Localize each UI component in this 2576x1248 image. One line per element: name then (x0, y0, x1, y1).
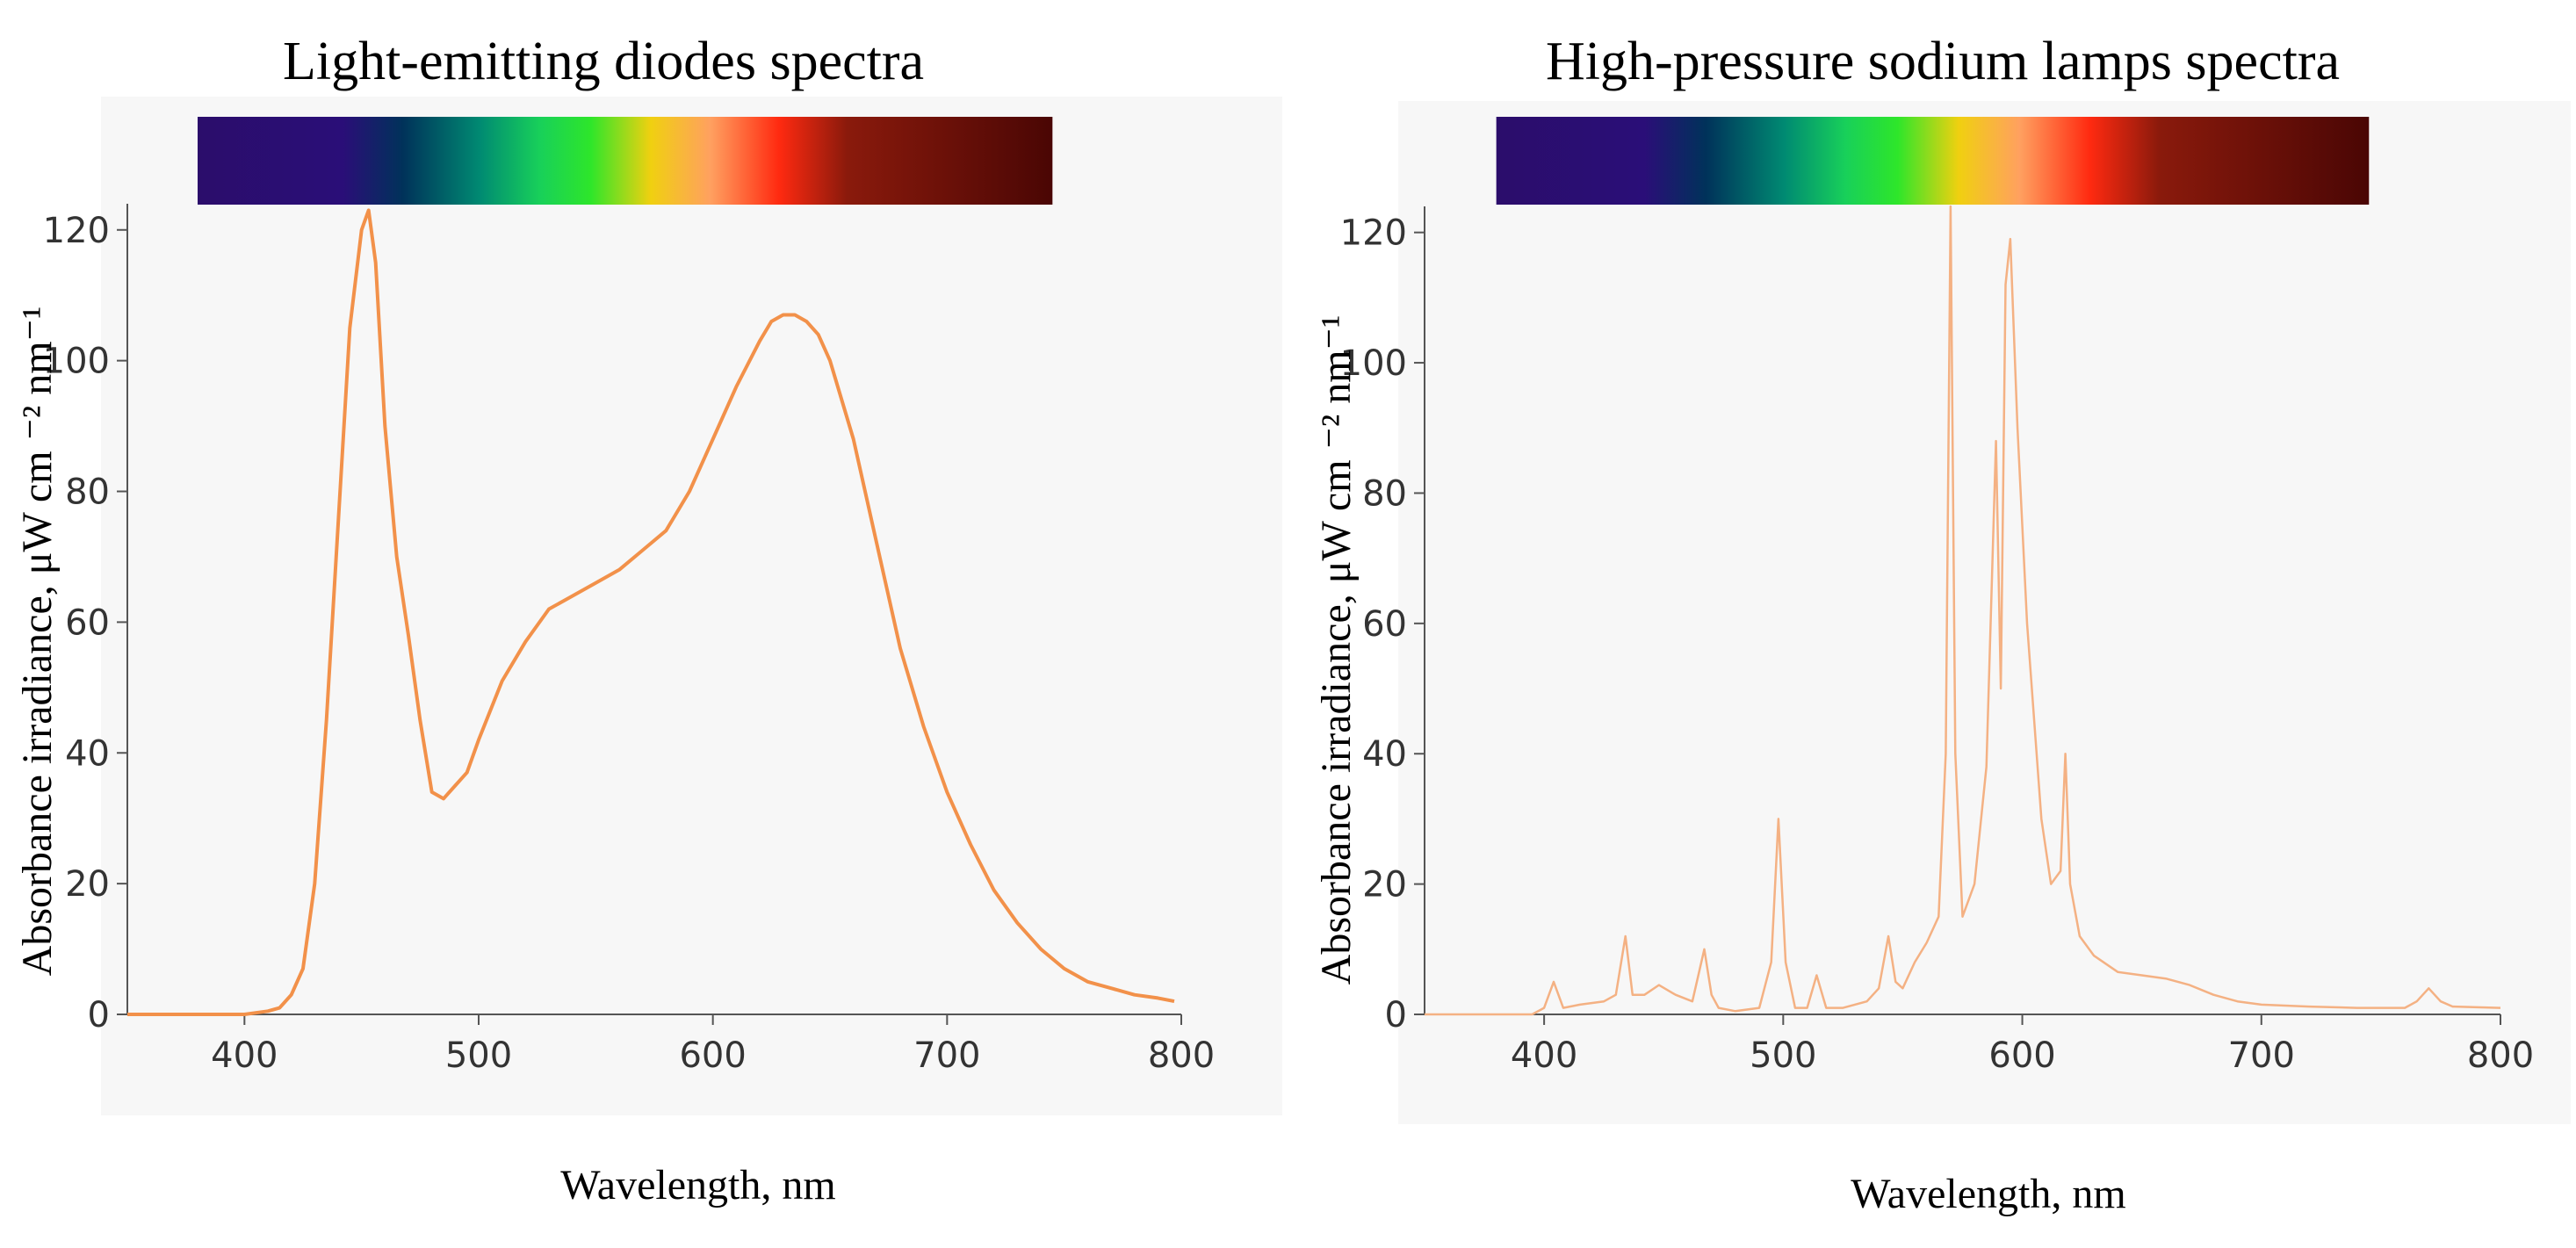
chart-title: Light-emitting diodes spectra (283, 32, 924, 91)
y-tick-label: 120 (43, 211, 110, 251)
y-tick-label: 60 (65, 602, 110, 643)
x-tick-label: 600 (679, 1035, 746, 1076)
x-tick-label: 400 (1511, 1035, 1577, 1076)
x-tick-label: 400 (211, 1035, 278, 1076)
y-tick-label: 20 (65, 864, 110, 905)
y-tick-label: 40 (65, 733, 110, 774)
y-tick-label: 0 (1385, 995, 1407, 1035)
x-tick-label: 800 (2467, 1035, 2534, 1076)
y-tick-label: 40 (1362, 734, 1407, 775)
y-tick-label: 0 (88, 995, 110, 1035)
visible-spectrum-bar (1496, 117, 2370, 205)
hps-spectrum-chart: High-pressure sodium lamps spectra 0 20 40… (1313, 32, 2571, 1217)
y-tick-label: 80 (1362, 473, 1407, 514)
led-chart-panel: Light-emitting diodes spectra 0 20 40 60 80 1… (14, 32, 1282, 1208)
x-tick-label: 500 (445, 1035, 512, 1076)
chart-title: High-pressure sodium lamps spectra (1546, 32, 2340, 91)
y-tick-label: 120 (1340, 213, 1407, 254)
y-tick-label: 80 (65, 473, 110, 513)
hps-chart-panel: High-pressure sodium lamps spectra 0 20 40… (1288, 0, 2576, 1248)
x-tick-label: 500 (1750, 1035, 1816, 1076)
visible-spectrum-bar (198, 117, 1053, 205)
y-tick-label: 20 (1362, 865, 1407, 905)
y-axis-label: Absorbance irradiance, μW cm ⁻² nm⁻¹ (14, 307, 61, 977)
y-tick-label: 60 (1362, 604, 1407, 645)
led-spectrum-line (127, 208, 1175, 1016)
y-tick-label: 100 (43, 342, 110, 382)
x-tick-label: 700 (2228, 1035, 2295, 1076)
x-tick-label: 600 (1988, 1035, 2055, 1076)
y-tick-label: 100 (1340, 343, 1407, 384)
plot-background (101, 97, 1282, 1115)
x-axis-label: Wavelength, nm (560, 1162, 835, 1208)
x-tick-label: 700 (913, 1035, 980, 1076)
plot-background (1398, 101, 2571, 1124)
led-spectrum-chart: Light-emitting diodes spectra 0 20 40 60 80 1… (14, 32, 1282, 1208)
hps-spectrum-line (1425, 205, 2501, 1016)
x-axis-label: Wavelength, nm (1851, 1171, 2125, 1217)
x-tick-label: 800 (1148, 1035, 1215, 1076)
y-axis-label: Absorbance irradiance, μW cm ⁻² nm⁻¹ (1313, 315, 1360, 985)
